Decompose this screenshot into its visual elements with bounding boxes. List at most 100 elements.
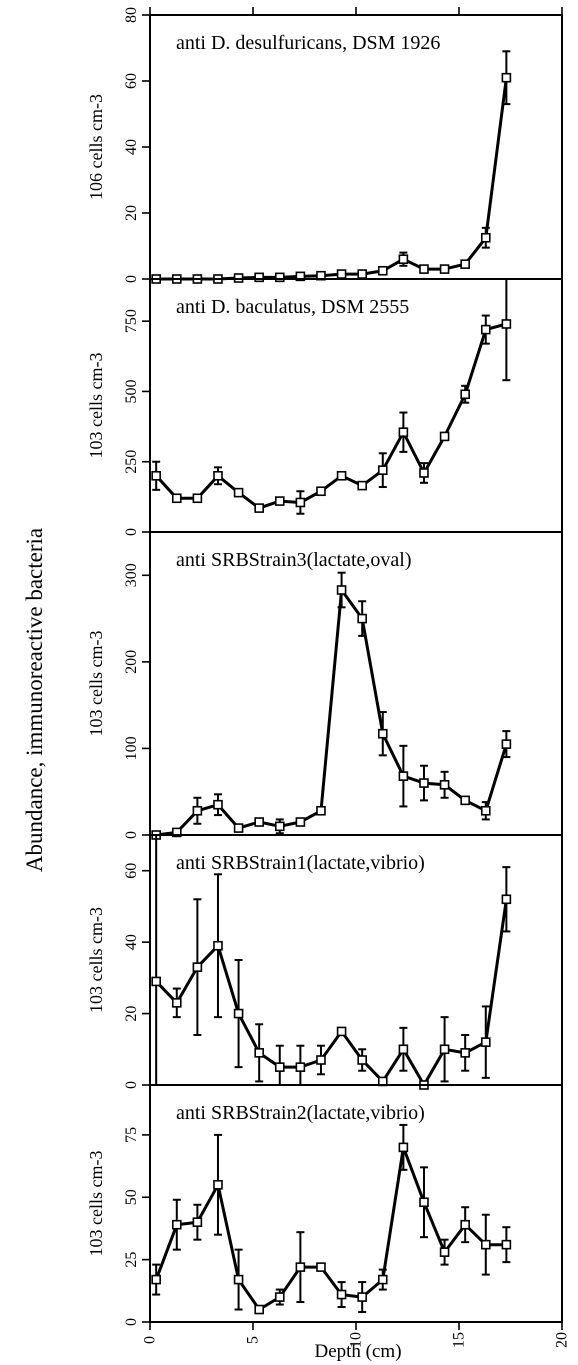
y-tick-label: 0 — [123, 528, 140, 536]
data-point — [171, 827, 182, 838]
y-tick-label: 100 — [123, 736, 140, 760]
series-line — [156, 588, 508, 837]
data-point — [501, 739, 512, 749]
y-tick-label: 50 — [123, 1189, 140, 1205]
data-point — [377, 728, 388, 739]
series-line — [156, 77, 508, 281]
data-point — [171, 998, 182, 1008]
data-point — [419, 468, 429, 478]
data-point — [398, 427, 409, 438]
x-axis-title: Depth (cm) — [314, 1341, 401, 1362]
y-axis-label: 103 cells cm-3 — [86, 353, 106, 459]
y-axis-title: Abundance, immunoreactive bacteria — [22, 528, 47, 872]
data-point — [171, 493, 182, 504]
data-point — [274, 1292, 285, 1302]
y-tick-label: 60 — [123, 73, 140, 89]
data-point — [480, 1037, 491, 1047]
y-tick-label: 0 — [123, 831, 140, 839]
data-point — [213, 799, 223, 810]
data-point — [336, 1026, 347, 1037]
data-point — [336, 269, 347, 279]
x-tick-label: 0 — [142, 1336, 159, 1344]
data-point — [254, 1304, 264, 1315]
data-point — [357, 480, 367, 491]
x-tick-label: 20 — [554, 1332, 571, 1348]
data-point — [357, 1292, 367, 1302]
data-point — [480, 324, 491, 335]
x-tick-label: 5 — [245, 1336, 262, 1344]
data-point — [439, 1044, 450, 1055]
data-point — [501, 1239, 512, 1250]
data-point — [254, 1048, 264, 1058]
x-tick-label: 15 — [451, 1332, 468, 1348]
y-tick-label: 80 — [123, 7, 140, 23]
data-point — [274, 1062, 285, 1072]
data-point — [192, 962, 203, 972]
data-point — [171, 1219, 182, 1230]
data-point — [316, 805, 326, 816]
data-point — [151, 470, 161, 481]
data-point — [254, 272, 264, 283]
data-point — [316, 1055, 326, 1065]
data-point — [254, 817, 264, 827]
series-line — [155, 899, 508, 1087]
panel-3: anti SRBStrain3(lactate,oval) 0 100 200 300 1… — [86, 531, 563, 840]
y-tick-label: 40 — [123, 139, 140, 155]
data-point — [295, 1062, 306, 1072]
y-axis-label: 103 cells cm-3 — [86, 631, 106, 737]
data-point — [192, 1217, 203, 1228]
data-point — [419, 264, 429, 274]
y-tick-label: 60 — [123, 863, 140, 879]
panel-title: anti D. desulfuricans, DSM 1926 — [176, 32, 440, 54]
y-tick-label: 75 — [123, 1127, 140, 1143]
data-point — [357, 1055, 367, 1065]
panel-title: anti SRBStrain1(lactate,vibrio) — [176, 852, 425, 874]
data-point — [460, 389, 470, 400]
data-point — [336, 585, 347, 595]
panel-title: anti SRBStrain2(lactate,vibrio) — [176, 1102, 425, 1124]
data-point — [316, 486, 326, 497]
data-point — [151, 1274, 161, 1285]
x-tick-label: 10 — [348, 1332, 365, 1348]
data-point — [316, 1262, 326, 1272]
y-tick-label: 0 — [123, 1081, 140, 1089]
data-point — [213, 1179, 223, 1190]
data-point — [233, 1274, 244, 1285]
plot-frame — [149, 14, 563, 280]
panel-title: anti D. baculatus, DSM 2555 — [176, 296, 409, 318]
data-point — [439, 779, 450, 790]
y-tick-label: 300 — [123, 563, 140, 587]
data-point — [419, 778, 429, 788]
data-point — [439, 431, 450, 442]
data-point — [192, 493, 203, 504]
data-point — [501, 894, 512, 905]
panel-5: anti SRBStrain2(lactate,vibrio)025507510… — [86, 1084, 571, 1348]
data-point — [460, 1048, 470, 1058]
y-tick-label: 200 — [123, 650, 140, 674]
panels: anti D. desulfuricans, DSM 1926 0 20 40 60 80… — [86, 7, 571, 1348]
data-point — [254, 503, 264, 513]
data-point — [233, 823, 244, 833]
data-point — [377, 265, 388, 276]
y-axis-label: 103 cells cm-3 — [86, 907, 106, 1013]
data-point — [439, 1247, 450, 1257]
y-axis-label: 103 cells cm-3 — [86, 1151, 106, 1257]
y-tick-label: 0 — [123, 1318, 140, 1326]
data-point — [419, 1197, 429, 1208]
data-point — [398, 1142, 409, 1153]
data-point — [480, 232, 491, 243]
y-tick-label: 25 — [123, 1252, 140, 1268]
y-axis-label: 106 cells cm-3 — [86, 94, 106, 200]
data-point — [480, 805, 491, 816]
y-tick-label: 750 — [123, 309, 140, 333]
data-point — [295, 497, 306, 508]
data-point — [233, 1008, 244, 1019]
data-point — [398, 771, 409, 781]
data-point — [398, 254, 409, 264]
data-point — [501, 319, 512, 329]
data-point — [480, 1239, 491, 1250]
data-point — [357, 269, 367, 279]
y-tick-label: 250 — [123, 450, 140, 474]
y-tick-label: 500 — [123, 379, 140, 403]
